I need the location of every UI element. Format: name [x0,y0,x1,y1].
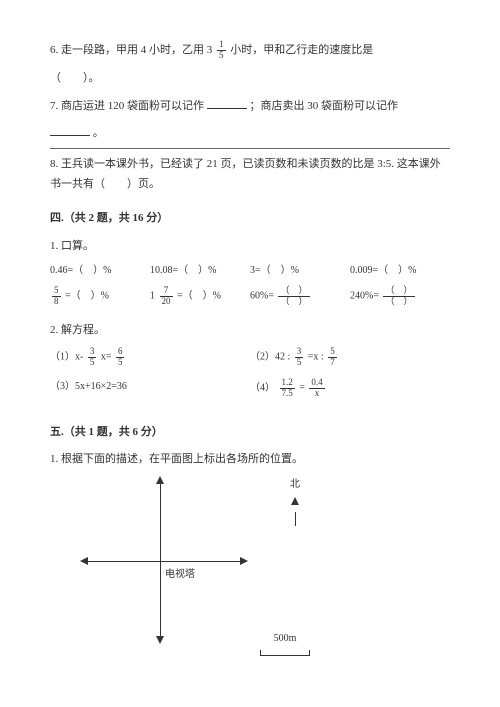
arrow-left-icon [80,557,88,565]
q7-text-a: 7. 商店运进 120 袋面粉可以记作 [50,100,204,112]
arrow-right-icon [240,557,248,565]
eq-2: （2）42 : 35 =x : 57 [250,347,450,368]
q7-line2: 。 [50,124,450,149]
q6-blank: （ ）。 [50,69,450,89]
q7-text-b: ；商店卖出 30 袋面粉可以记作 [250,100,399,112]
q7-blank-2 [50,124,90,136]
problem-5-1-label: 1. 根据下面的描述，在平面图上标出各场所的位置。 [50,450,450,470]
scale-indicator: 500m [260,630,310,656]
calc-1a: 0.46=（ ）% [50,262,150,280]
arrow-up-icon [156,476,164,484]
arrow-down-icon [156,636,164,644]
calc-1d: 0.009=（ ）% [350,262,450,280]
equation-grid: （1）x- 35 x= 65 （2）42 : 35 =x : 57 （3）5x+… [50,347,450,409]
axis-horizontal [85,561,245,562]
north-arrow-icon [291,497,299,505]
calc-2c: 60%= （ ）（ ） [250,286,350,307]
eq-3: （3）5x+16×2=36 [50,378,250,399]
map-figure: 北 电视塔 500m [70,476,330,666]
question-7: 7. 商店运进 120 袋面粉可以记作 ；商店卖出 30 袋面粉可以记作 [50,97,450,117]
calc-row-2: 58 =（ ）% 1 720 =（ ）% 60%= （ ）（ ） 240%= （… [50,286,450,307]
north-stem [295,512,296,526]
calc-2b: 1 720 =（ ）% [150,286,250,307]
scale-bar-icon [260,650,310,656]
q6-text-b: 小时，甲和乙行走的速度比是 [230,44,373,56]
q7-text-c: 。 [93,127,104,139]
eq-1: （1）x- 35 x= 65 [50,347,250,368]
problem-2-label: 2. 解方程。 [50,321,450,341]
calc-2a: 58 =（ ）% [50,286,150,307]
section-5-title: 五.（共 1 题，共 6 分） [50,423,450,443]
north-label: 北 [290,479,300,490]
q6-text-a: 6. 走一段路，甲用 4 小时，乙用 3 [50,44,212,56]
eq-4: （4） 1.27.5 = 0.4x [250,378,450,399]
calc-2d: 240%= （ ）（ ） [350,286,450,307]
section-4-title: 四.（共 2 题，共 16 分） [50,209,450,229]
q6-frac: 1 5 [217,40,226,61]
scale-label: 500m [274,633,297,644]
question-6: 6. 走一段路，甲用 4 小时，乙用 3 1 5 小时，甲和乙行走的速度比是 [50,40,450,61]
north-indicator: 北 [290,476,300,526]
problem-1-label: 1. 口算。 [50,237,450,257]
tv-tower-label: 电视塔 [165,566,195,584]
calc-1c: 3=（ ）% [250,262,350,280]
calc-row-1: 0.46=（ ）% 10.08=（ ）% 3=（ ）% 0.009=（ ）% [50,262,450,280]
calc-1b: 10.08=（ ）% [150,262,250,280]
question-8: 8. 王兵读一本课外书，已经读了 21 页，已读页数和未读页数的比是 3:5. … [50,155,450,195]
q7-blank-1 [207,97,247,109]
